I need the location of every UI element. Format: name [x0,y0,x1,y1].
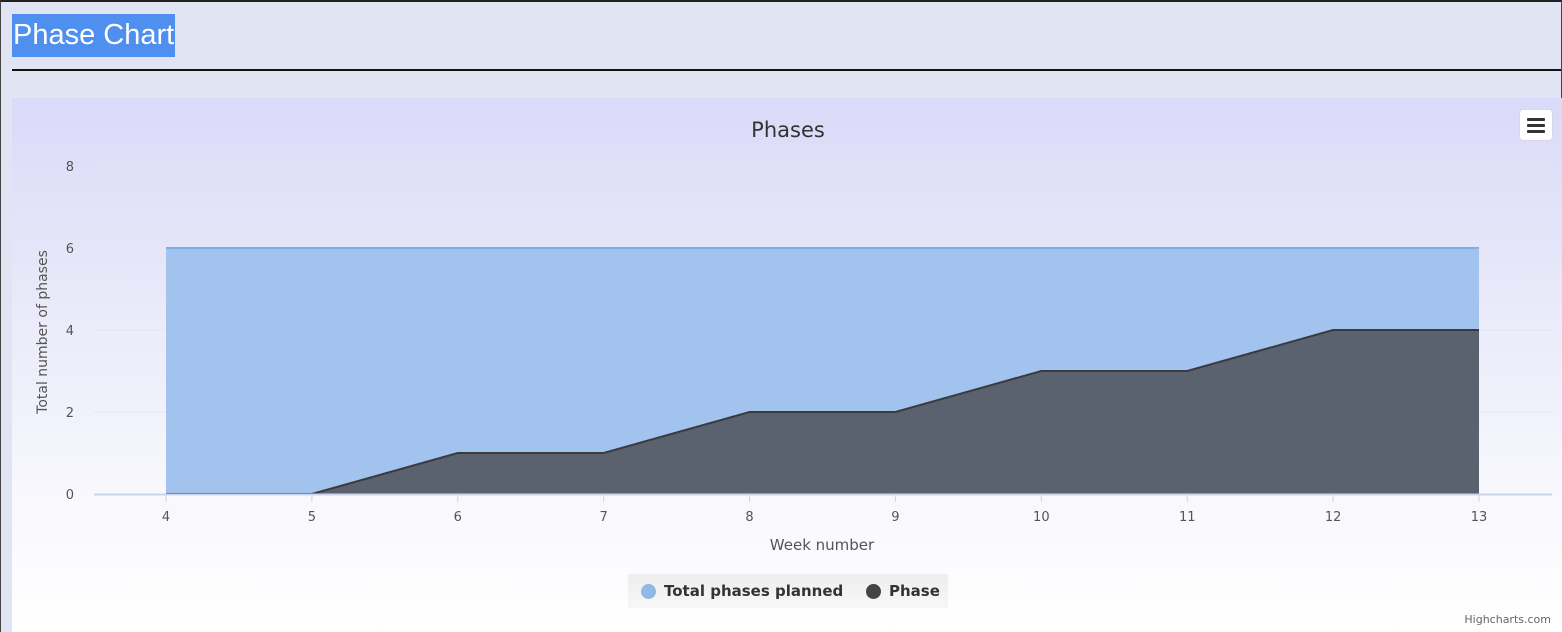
y-tick-label: 0 [66,488,74,503]
series-total-phases-planned-point [456,247,459,250]
x-axis-title: Week number [770,536,875,554]
hamburger-menu-icon [1527,118,1545,121]
legend-marker-icon [866,584,881,599]
series-phase-point [1040,370,1043,373]
legend-label: Phase [889,582,940,600]
series-total-phases-planned-point [748,247,751,250]
phases-chart: Phases 0 2 4 6 8 4 5 6 7 8 9 10 11 12 13 Total number … [35,118,1552,554]
x-tick-label: 9 [891,510,899,525]
series-total-phases-planned-point [1478,247,1481,250]
page-title: Phase Chart [12,14,176,57]
legend-marker-icon [641,584,656,599]
legend-label: Total phases planned [664,582,844,600]
series-phase-point [456,452,459,455]
chart-panel: Phases 0 2 4 6 8 4 5 6 7 8 9 10 11 12 13 Total number … [12,98,1562,632]
series-phase-point [1478,329,1481,332]
series-total-phases-planned-point [1332,247,1335,250]
x-tick-label: 4 [162,510,170,525]
chart-menu-button[interactable] [1520,110,1552,140]
x-tick-label: 10 [1033,510,1050,525]
y-tick-label: 4 [66,324,74,339]
hamburger-menu-icon [1527,124,1545,127]
series-phase-point [1332,329,1335,332]
y-axis-title: Total number of phases [35,250,51,415]
series-total-phases-planned-point [602,247,605,250]
title-divider [12,69,1561,71]
series-total-phases-planned-point [310,247,313,250]
series-phase-point [1186,370,1189,373]
x-tick-label: 11 [1179,510,1196,525]
chart-title: Phases [751,118,825,142]
series-total-phases-planned-point [894,247,897,250]
x-tick-label: 8 [745,510,753,525]
x-tick-label: 7 [600,510,608,525]
x-tick-label: 5 [308,510,316,525]
series-phase-line [166,329,1479,495]
y-tick-label: 6 [66,242,74,257]
chart-legend: Total phases planned Phase [628,574,948,608]
y-tick-label: 2 [66,406,74,421]
series-total-phases-planned-point [1040,247,1043,250]
series-phase-point [748,411,751,414]
hamburger-menu-icon [1527,130,1545,133]
x-tick-label: 12 [1325,510,1342,525]
series-total-phases-planned-point [165,247,168,250]
chart-credits[interactable]: Highcharts.com [1464,613,1551,626]
series-phase-point [894,411,897,414]
x-tick-label: 13 [1471,510,1488,525]
x-tick-label: 6 [454,510,462,525]
y-tick-label: 8 [66,160,74,175]
series-phase-point [602,452,605,455]
series-total-phases-planned-point [1186,247,1189,250]
